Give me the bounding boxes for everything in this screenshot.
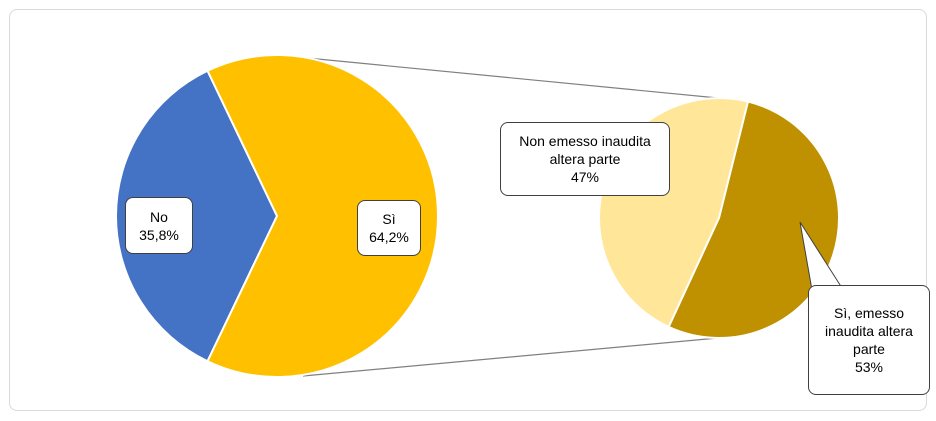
label-value: 35,8% <box>139 226 179 243</box>
label-category: Sì <box>382 211 396 227</box>
label-category: No <box>150 208 168 225</box>
data-label: Non emesso inaudita altera parte 47% <box>500 122 670 196</box>
data-label: No 35,8% <box>125 197 193 254</box>
connector-line <box>296 56 719 99</box>
pie-slice <box>206 54 439 378</box>
label-value: 64,2% <box>369 229 409 245</box>
connector-line <box>302 337 719 377</box>
label-category: Sì, emesso inaudita altera parte <box>825 305 913 357</box>
label-category: Non emesso inaudita altera parte <box>519 133 651 167</box>
pie-slice <box>667 100 840 339</box>
pie-slice <box>115 69 279 363</box>
label-value: 47% <box>570 169 600 185</box>
data-label: Sì, emesso inaudita altera parte 53% <box>808 285 930 395</box>
label-value: 53% <box>854 359 884 375</box>
data-label: Sì 64,2% <box>357 200 421 256</box>
chart-frame <box>9 9 927 411</box>
